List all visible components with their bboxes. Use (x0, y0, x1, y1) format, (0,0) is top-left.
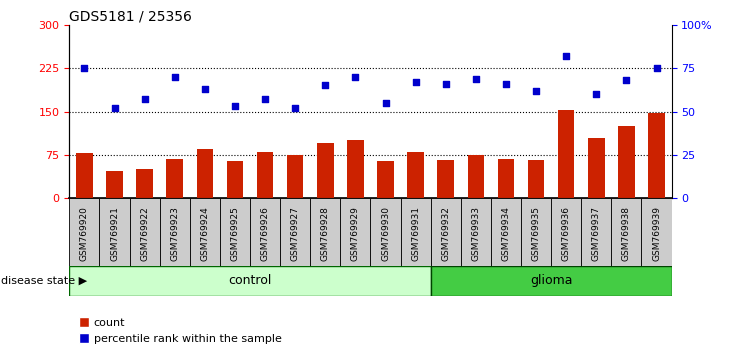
Bar (166, 159, 183, 198)
Legend: count, percentile rank within the sample: count, percentile rank within the sample (75, 314, 286, 348)
Text: GSM769920: GSM769920 (80, 206, 89, 261)
Bar (371, 198, 401, 266)
Bar (287, 155, 304, 198)
Point (109, 105, 120, 111)
Text: GSM769924: GSM769924 (200, 206, 210, 261)
Point (169, 74, 180, 80)
Text: GSM769934: GSM769934 (502, 206, 510, 261)
Bar (340, 198, 371, 266)
Bar (280, 198, 310, 266)
Bar (137, 169, 153, 198)
Text: GSM769936: GSM769936 (561, 206, 571, 261)
Text: GSM769921: GSM769921 (110, 206, 119, 261)
Bar (581, 198, 612, 266)
Text: GSM769928: GSM769928 (320, 206, 330, 261)
Bar (558, 110, 575, 198)
Text: GSM769931: GSM769931 (411, 206, 420, 261)
Point (650, 65, 662, 71)
Text: GSM769922: GSM769922 (140, 206, 149, 261)
Point (79, 65, 91, 71)
Text: GDS5181 / 25356: GDS5181 / 25356 (69, 10, 192, 24)
Point (139, 97, 150, 102)
Bar (521, 198, 551, 266)
Bar (76, 153, 93, 198)
Point (199, 86, 211, 92)
Bar (437, 160, 454, 198)
Text: GSM769925: GSM769925 (231, 206, 239, 261)
Bar (220, 198, 250, 266)
Text: GSM769939: GSM769939 (652, 206, 661, 261)
Bar (69, 266, 431, 296)
Point (289, 105, 301, 111)
Bar (99, 198, 130, 266)
Bar (612, 198, 642, 266)
Bar (431, 266, 672, 296)
Bar (190, 198, 220, 266)
Text: control: control (228, 274, 272, 287)
Text: GSM769932: GSM769932 (441, 206, 450, 261)
Point (259, 97, 271, 102)
Point (620, 78, 632, 83)
Point (440, 81, 452, 87)
Bar (588, 137, 604, 198)
Bar (461, 198, 491, 266)
Point (500, 81, 512, 87)
Text: disease state ▶: disease state ▶ (1, 275, 88, 286)
Bar (130, 198, 160, 266)
Bar (317, 143, 334, 198)
Bar (431, 198, 461, 266)
Bar (250, 198, 280, 266)
Point (561, 53, 572, 59)
Text: GSM769930: GSM769930 (381, 206, 390, 261)
Text: GSM769923: GSM769923 (170, 206, 180, 261)
Bar (528, 160, 545, 198)
Bar (160, 198, 190, 266)
Bar (107, 171, 123, 198)
Text: GSM769937: GSM769937 (592, 206, 601, 261)
Point (591, 91, 602, 97)
Bar (491, 198, 521, 266)
Text: GSM769935: GSM769935 (531, 206, 541, 261)
Text: GSM769929: GSM769929 (351, 206, 360, 261)
Text: GSM769927: GSM769927 (291, 206, 300, 261)
Bar (498, 159, 514, 198)
Bar (401, 198, 431, 266)
Bar (407, 152, 424, 198)
Bar (227, 161, 243, 198)
Bar (347, 141, 364, 198)
Bar (310, 198, 340, 266)
Text: glioma: glioma (530, 274, 572, 287)
Bar (618, 126, 634, 198)
Bar (642, 198, 672, 266)
Text: GSM769926: GSM769926 (261, 206, 269, 261)
Point (229, 103, 241, 109)
Point (320, 82, 331, 88)
Text: GSM769938: GSM769938 (622, 206, 631, 261)
Bar (196, 149, 213, 198)
Bar (648, 113, 665, 198)
Point (410, 79, 421, 85)
Bar (257, 152, 273, 198)
Point (380, 100, 391, 105)
Bar (377, 161, 393, 198)
Bar (468, 155, 484, 198)
Point (530, 88, 542, 93)
Text: GSM769933: GSM769933 (472, 206, 480, 261)
Bar (69, 198, 99, 266)
Point (350, 74, 361, 80)
Point (470, 76, 482, 81)
Bar (551, 198, 581, 266)
